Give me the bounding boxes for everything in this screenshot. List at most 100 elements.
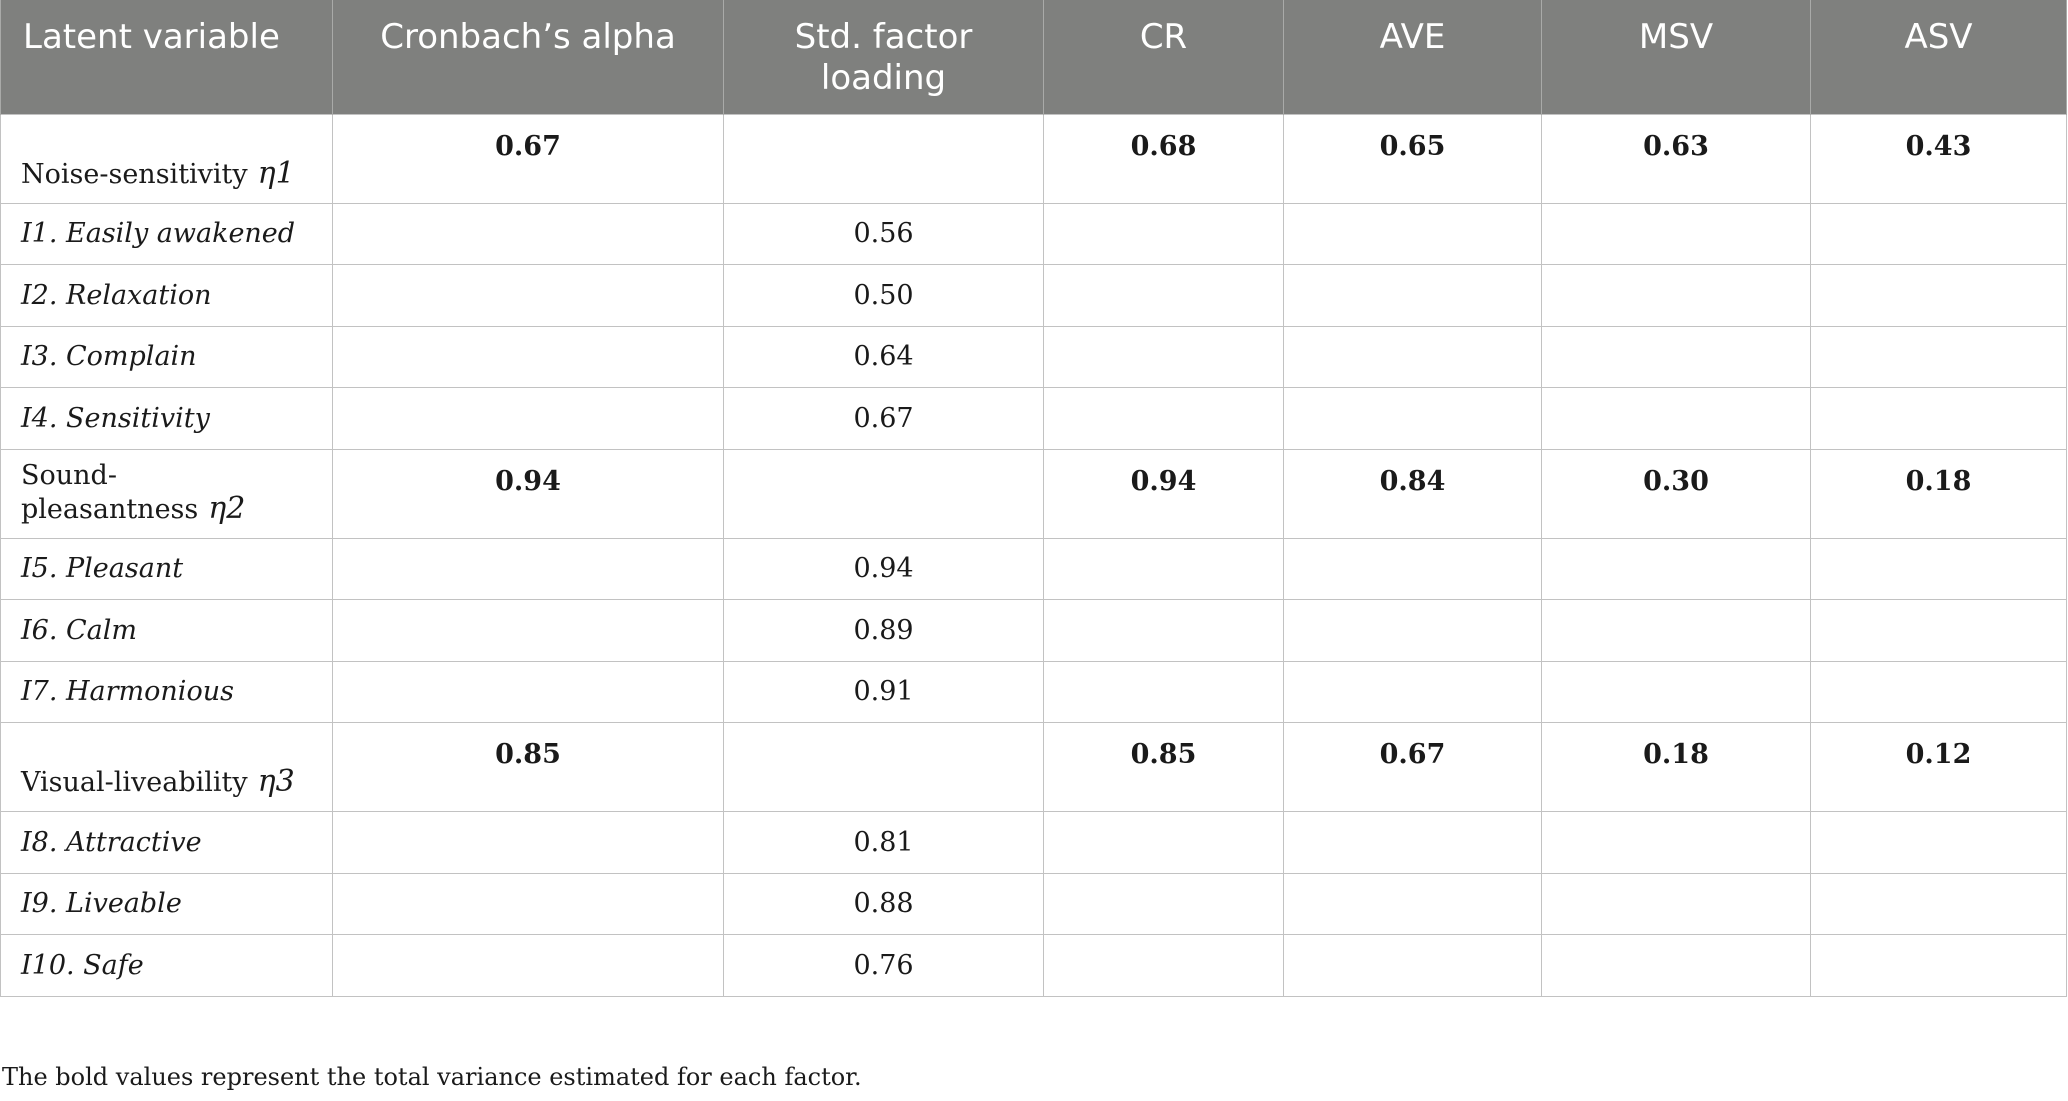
factor-name: Sound-pleasantness [21,459,199,525]
item-name: I4. Sensitivity [21,402,210,434]
loading-cell: 0.94 [723,537,1044,600]
asv-cell [1810,325,2067,388]
loading-cell: 0.89 [723,599,1044,662]
ave-cell: 0.65 [1283,113,1542,204]
cr-cell [1043,264,1284,327]
item-name: I7. Harmonious [21,676,234,708]
ave-cell [1283,264,1542,327]
asv-cell [1810,934,2067,997]
item-label-cell: I1. Easily awakened [0,202,333,265]
cr-cell: 0.85 [1043,722,1284,812]
item-row: I8. Attractive 0.81 [0,811,2067,874]
item-label-cell: I3. Complain [0,325,333,388]
factor-label-cell: Sound-pleasantness η2 [0,448,333,539]
asv-cell [1810,811,2067,874]
loading-cell: 0.67 [723,387,1044,450]
header-latent-variable: Latent variable [0,0,333,114]
item-row: I7. Harmonious 0.91 [0,660,2067,723]
item-row: I3. Complain 0.64 [0,325,2067,388]
msv-cell [1541,325,1811,388]
factor-label-cell: Noise-sensitivity η1 [0,113,333,204]
alpha-cell: 0.94 [332,448,724,539]
ave-cell [1283,934,1542,997]
asv-cell: 0.18 [1810,448,2067,539]
item-label-cell: I2. Relaxation [0,264,333,327]
item-label-cell: I4. Sensitivity [0,387,333,450]
factor-name: Visual-liveability [21,767,248,798]
factor-eta-symbol: η1 [257,155,295,191]
factor-label-cell: Visual-liveability η3 [0,722,333,812]
asv-cell [1810,387,2067,450]
ave-cell: 0.84 [1283,448,1542,539]
msv-cell: 0.18 [1541,722,1811,812]
alpha-cell [332,325,724,388]
factor-eta-symbol: η2 [208,490,246,526]
cr-cell [1043,325,1284,388]
header-cronbachs-alpha: Cronbach’s alpha [332,0,724,114]
item-label-cell: I8. Attractive [0,811,333,874]
loading-cell [723,113,1044,204]
item-label-cell: I6. Calm [0,599,333,662]
item-name: I6. Calm [21,614,138,646]
header-msv: MSV [1541,0,1811,114]
cr-cell [1043,537,1284,600]
loading-cell: 0.76 [723,934,1044,997]
alpha-cell [332,811,724,874]
results-table-container: Latent variable Cronbach’s alpha Std. fa… [0,0,2067,997]
loading-cell: 0.91 [723,660,1044,723]
factor-eta-symbol: η3 [257,764,295,799]
asv-cell [1810,660,2067,723]
alpha-cell [332,872,724,935]
loading-cell: 0.81 [723,811,1044,874]
ave-cell [1283,872,1542,935]
header-std-factor-loading: Std. factor loading [723,0,1044,114]
factor-name: Noise-sensitivity [21,158,248,190]
item-label-cell: I5. Pleasant [0,537,333,600]
ave-cell [1283,660,1542,723]
item-name: I1. Easily awakened [21,218,296,250]
loading-cell [723,448,1044,539]
item-row: I6. Calm 0.89 [0,599,2067,662]
msv-cell [1541,387,1811,450]
results-table: Latent variable Cronbach’s alpha Std. fa… [0,0,2067,997]
loading-cell: 0.56 [723,202,1044,265]
ave-cell: 0.67 [1283,722,1542,812]
ave-cell [1283,387,1542,450]
ave-cell [1283,811,1542,874]
item-name: I8. Attractive [21,826,202,858]
table-footnote: The bold values represent the total vari… [2,1063,862,1091]
item-name: I10. Safe [21,949,144,981]
msv-cell [1541,934,1811,997]
alpha-cell [332,660,724,723]
table-body: Noise-sensitivity η1 0.67 0.68 0.65 0.63 0.43 I… [0,113,2067,997]
item-label-cell: I7. Harmonious [0,660,333,723]
cr-cell [1043,811,1284,874]
item-row: I1. Easily awakened 0.56 [0,202,2067,265]
alpha-cell [332,599,724,662]
msv-cell [1541,264,1811,327]
ave-cell [1283,537,1542,600]
msv-cell: 0.63 [1541,113,1811,204]
msv-cell [1541,599,1811,662]
item-name: I5. Pleasant [21,553,184,585]
alpha-cell: 0.85 [332,722,724,812]
cr-cell: 0.94 [1043,448,1284,539]
item-name: I2. Relaxation [21,279,212,311]
cr-cell [1043,872,1284,935]
cr-cell [1043,934,1284,997]
header-asv: ASV [1810,0,2067,114]
cr-cell [1043,599,1284,662]
header-row: Latent variable Cronbach’s alpha Std. fa… [0,0,2067,114]
item-name: I9. Liveable [21,888,182,920]
item-row: I10. Safe 0.76 [0,934,2067,997]
asv-cell [1810,264,2067,327]
alpha-cell [332,387,724,450]
header-cr: CR [1043,0,1284,114]
item-name: I3. Complain [21,341,197,373]
asv-cell [1810,599,2067,662]
msv-cell [1541,660,1811,723]
loading-cell: 0.50 [723,264,1044,327]
msv-cell: 0.30 [1541,448,1811,539]
ave-cell [1283,325,1542,388]
ave-cell [1283,599,1542,662]
